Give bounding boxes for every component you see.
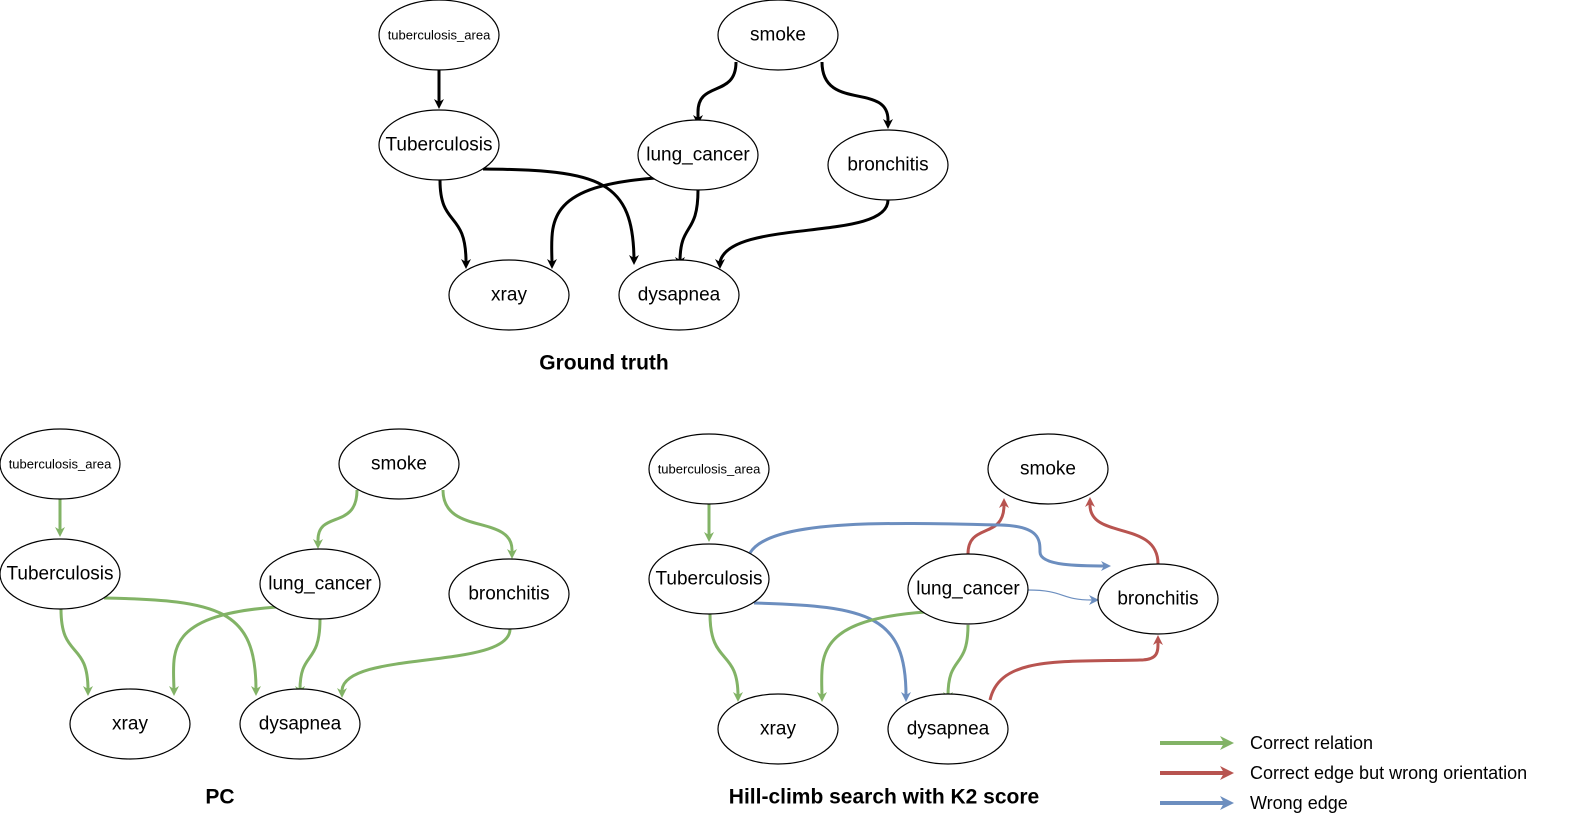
node-label: smoke [1020, 459, 1076, 480]
node-label: bronchitis [468, 584, 549, 605]
node-label: tuberculosis_area [9, 457, 112, 472]
node-label: dysapnea [259, 714, 342, 735]
node-bronchitis: bronchitis [448, 558, 570, 630]
edge-bronchitis-to-dysapnea [715, 199, 890, 269]
node-lung-cancer: lung_cancer [907, 553, 1029, 625]
edge-lung-cancer-to-smoke [966, 498, 1009, 555]
node-smoke: smoke [717, 0, 839, 71]
legend: Correct relation Correct edge but wrong … [1160, 733, 1527, 813]
node-xray: xray [69, 688, 191, 760]
node-bronchitis: bronchitis [1097, 563, 1219, 635]
node-lung-cancer: lung_cancer [637, 119, 759, 191]
node-label: bronchitis [1117, 589, 1198, 610]
legend-item-wrong-orientation: Correct edge but wrong orientation [1160, 763, 1527, 783]
node-label: bronchitis [847, 155, 928, 176]
node-label: Tuberculosis [385, 135, 492, 156]
legend-item-correct-relation: Correct relation [1160, 733, 1373, 753]
nodes-pc: tuberculosis_area smoke Tuberculosis lun… [0, 428, 570, 760]
edge-lung-cancer-to-dysapnea [295, 618, 322, 696]
node-dysapnea: dysapnea [887, 693, 1009, 765]
node-tuberculosis-area: tuberculosis_area [378, 0, 500, 71]
node-tuberculosis-area: tuberculosis_area [0, 428, 121, 500]
edge-smoke-to-bronchitis [441, 489, 517, 559]
edge-lung-cancer-to-xray [546, 176, 657, 269]
node-label: lung_cancer [268, 574, 372, 595]
nodes-ground-truth: tuberculosis_area smoke Tuberculosis lun… [378, 0, 949, 331]
edge-tuberculosis-to-dysapnea [753, 601, 911, 702]
edge-lung-cancer-to-dysapnea [675, 189, 700, 267]
node-label: Tuberculosis [655, 569, 762, 590]
diagram-ground-truth: tuberculosis_area smoke Tuberculosis lun… [378, 0, 949, 375]
node-xray: xray [717, 693, 839, 765]
node-label: xray [112, 714, 148, 735]
node-label: smoke [750, 25, 806, 46]
node-dysapnea: dysapnea [239, 688, 361, 760]
node-tuberculosis-area: tuberculosis_area [648, 433, 770, 505]
node-tuberculosis: Tuberculosis [0, 538, 121, 610]
node-label: xray [491, 285, 527, 306]
diagram-pc: tuberculosis_area smoke Tuberculosis lun… [0, 428, 570, 809]
edge-dysapnea-to-bronchitis [988, 635, 1163, 701]
node-label: dysapnea [907, 719, 990, 740]
node-label: lung_cancer [646, 145, 750, 166]
diagram-title: PC [205, 786, 234, 809]
legend-label: Correct relation [1250, 733, 1373, 753]
edge-tuberculosis-to-bronchitis [748, 521, 1111, 571]
node-label: dysapnea [638, 285, 721, 306]
edges-hill-climb [704, 497, 1163, 702]
edges-pc [55, 489, 517, 698]
legend-item-wrong-edge: Wrong edge [1160, 793, 1348, 813]
diagram-hill-climb: tuberculosis_area smoke Tuberculosis lun… [648, 433, 1219, 809]
node-dysapnea: dysapnea [618, 259, 740, 331]
edge-smoke-to-lung-cancer [313, 489, 359, 549]
node-label: tuberculosis_area [658, 462, 761, 477]
edge-tuberculosis-to-xray [708, 613, 743, 702]
edge-bronchitis-to-dysapnea [337, 628, 512, 698]
node-bronchitis: bronchitis [827, 129, 949, 201]
node-label: Tuberculosis [6, 564, 113, 585]
edge-lung-cancer-to-bronchitis [1027, 589, 1099, 605]
node-tuberculosis: Tuberculosis [648, 543, 770, 615]
node-lung-cancer: lung_cancer [259, 548, 381, 620]
node-label: tuberculosis_area [388, 28, 491, 43]
edge-smoke-to-bronchitis [820, 61, 893, 129]
diagram-title: Ground truth [539, 352, 668, 375]
legend-label: Correct edge but wrong orientation [1250, 763, 1527, 783]
node-smoke: smoke [338, 428, 460, 500]
nodes-hill-climb: tuberculosis_area smoke Tuberculosis lun… [648, 433, 1219, 765]
node-smoke: smoke [987, 433, 1109, 505]
node-tuberculosis: Tuberculosis [378, 109, 500, 181]
edges-ground-truth [434, 61, 893, 269]
diagram-title: Hill-climb search with K2 score [729, 786, 1039, 809]
node-label: lung_cancer [916, 579, 1020, 600]
legend-label: Wrong edge [1250, 793, 1348, 813]
node-label: xray [760, 719, 796, 740]
edge-lung-cancer-to-xray [168, 605, 278, 696]
edge-bronchitis-to-smoke [1085, 497, 1160, 565]
edge-tuberculosis-to-dysapnea [103, 596, 261, 696]
node-xray: xray [448, 259, 570, 331]
edge-lung-cancer-to-dysapnea [943, 624, 970, 702]
edge-smoke-to-lung-cancer [693, 61, 738, 125]
edge-lung-cancer-to-xray [816, 610, 927, 702]
edge-tuberculosis-to-xray [438, 179, 471, 269]
edge-tuberculosis-to-xray [59, 608, 93, 696]
node-label: smoke [371, 454, 427, 475]
